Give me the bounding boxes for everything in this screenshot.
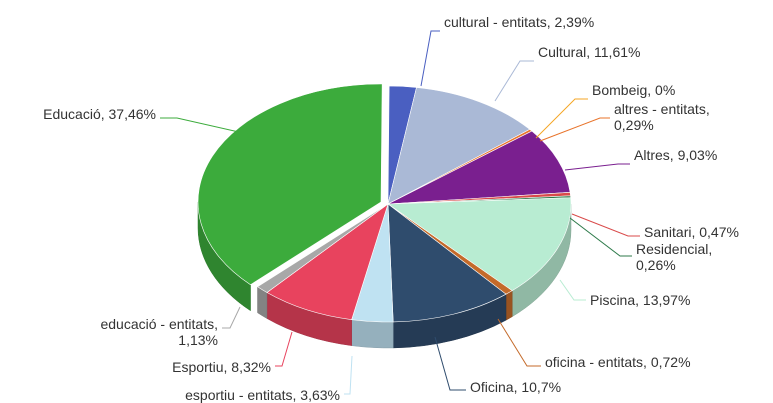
- leader-line: [344, 355, 353, 395]
- slice-piscina[interactable]: [387, 197, 572, 292]
- data-label: Educació, 37,46%: [43, 106, 156, 122]
- data-label: altres - entitats, 0,29%: [614, 101, 710, 133]
- leader-line: [160, 117, 253, 136]
- leader-line: [275, 331, 293, 367]
- leader-line: [564, 163, 630, 171]
- data-label: educació - entitats, 1,13%: [100, 316, 218, 348]
- leader-line: [559, 279, 586, 301]
- data-label: Oficina, 10,7%: [470, 379, 561, 395]
- data-label: Cultural, 11,61%: [538, 44, 640, 60]
- leader-line: [434, 336, 466, 391]
- data-labels: cultural - entitats, 2,39% Cultural, 11,6…: [43, 14, 739, 403]
- slice-altres[interactable]: [387, 130, 571, 205]
- data-label: Sanitari, 0,47%: [644, 224, 739, 240]
- data-label: Piscina, 13,97%: [590, 292, 690, 308]
- data-label: oficina - entitats, 0,72%: [545, 354, 691, 370]
- leader-line: [535, 98, 588, 139]
- slice-educaci-[interactable]: [197, 83, 383, 286]
- leader-line: [222, 306, 241, 329]
- slice-educaci-entitats[interactable]: [256, 203, 389, 293]
- data-label: esportiu - entitats, 3,63%: [185, 387, 340, 403]
- leader-line: [494, 60, 534, 102]
- label-leaders: [160, 30, 640, 395]
- data-label: Bombeig, 0%: [592, 82, 675, 98]
- slice-oficina[interactable]: [387, 203, 507, 323]
- data-label: Residencial, 0,26%: [636, 241, 712, 273]
- leader-line: [420, 30, 440, 87]
- leader-line: [497, 318, 541, 367]
- slice-esportiu[interactable]: [266, 203, 389, 320]
- leader-line: [571, 213, 640, 237]
- data-label: Esportiu, 8,32%: [172, 359, 271, 375]
- data-label: Altres, 9,03%: [634, 147, 717, 163]
- data-label: cultural - entitats, 2,39%: [444, 14, 594, 30]
- slice-side-oficina-entitats: [505, 290, 513, 321]
- slice-side-esportiu-entitats: [351, 319, 394, 349]
- slice-cultural[interactable]: [387, 87, 531, 205]
- pie-slices: [197, 83, 572, 323]
- leader-line: [539, 117, 610, 142]
- leader-line: [569, 217, 632, 257]
